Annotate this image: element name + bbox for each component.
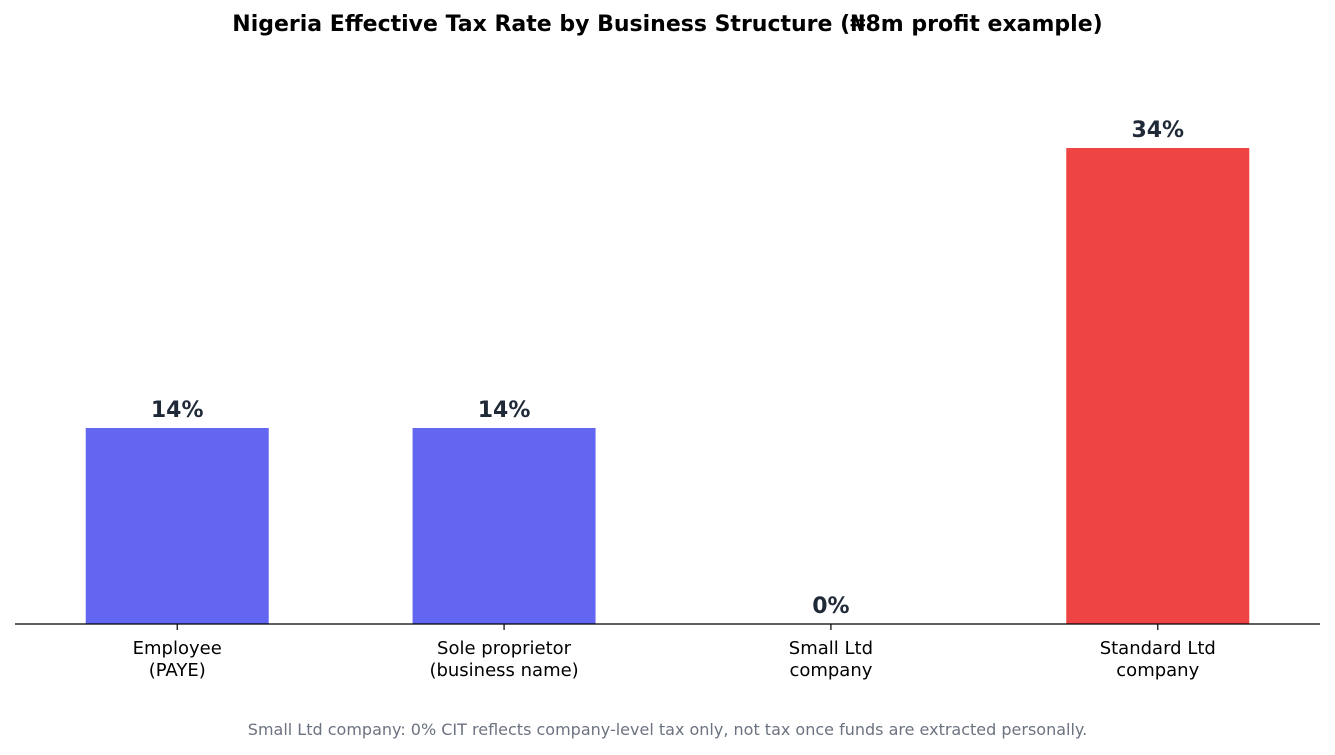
chart-title: Nigeria Effective Tax Rate by Business S…: [232, 12, 1103, 37]
x-tick-label-1: Sole proprietor (business name): [429, 638, 578, 681]
x-tick-label-0-line-1: (PAYE): [149, 660, 206, 681]
x-tick-label-1-line-1: (business name): [429, 660, 578, 681]
x-tick-label-2-line-0: Small Ltd: [789, 638, 873, 659]
bar-1: [412, 428, 596, 624]
x-tick-label-0-line-0: Employee: [133, 638, 222, 659]
x-tick-label-0: Employee (PAYE): [133, 638, 222, 681]
x-tick-label-1-line-0: Sole proprietor: [437, 638, 572, 659]
x-tick-label-3-line-1: company: [1116, 660, 1199, 681]
data-labels-group: 14% 14% 0% 34%: [151, 118, 1184, 619]
x-tick-label-2: Small Ltd company: [789, 638, 873, 681]
data-label-2: 0%: [812, 594, 849, 619]
x-tick-labels-group: Employee (PAYE) Sole proprietor (business n…: [133, 638, 1216, 681]
bars-group: [85, 148, 1250, 624]
x-tick-label-3: Standard Ltd company: [1100, 638, 1216, 681]
chart-footnote: Small Ltd company: 0% CIT reflects compa…: [247, 720, 1088, 739]
data-label-0: 14%: [151, 398, 204, 423]
bar-0: [85, 428, 269, 624]
bar-3: [1066, 148, 1250, 624]
x-ticks-group: [176, 624, 1159, 630]
x-tick-label-2-line-1: company: [789, 660, 872, 681]
x-tick-label-3-line-0: Standard Ltd: [1100, 638, 1216, 659]
data-label-1: 14%: [478, 398, 531, 423]
data-label-3: 34%: [1131, 118, 1184, 143]
